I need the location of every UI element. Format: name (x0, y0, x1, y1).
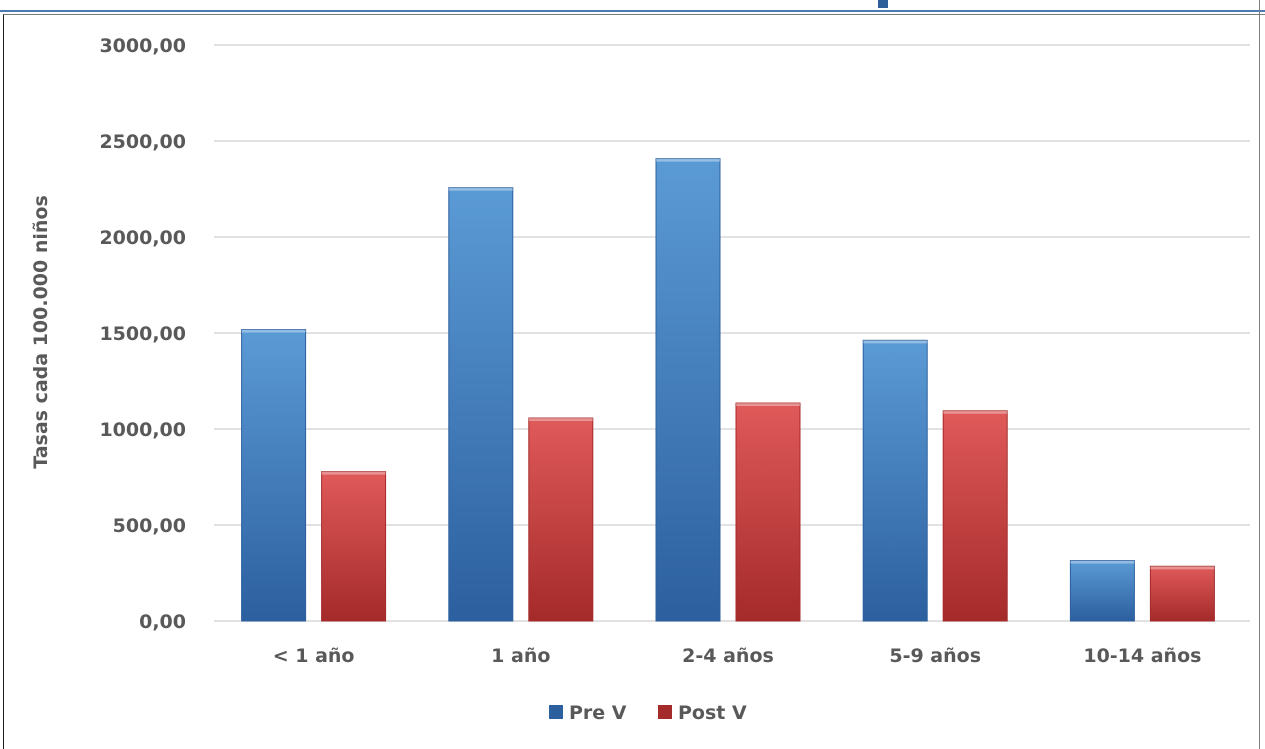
chart-right-border (1259, 0, 1265, 749)
top-bar-tab (878, 0, 888, 8)
x-category-label: 1 año (491, 645, 550, 667)
bar-top-highlight (1070, 560, 1135, 564)
bar-pre-v (1069, 560, 1135, 622)
y-tick-labels: 0,00 500,00 1000,00 1500,00 2000,00 2500,00 30… (99, 35, 186, 633)
x-category-label: 2-4 años (682, 645, 774, 667)
bar-top-highlight (656, 158, 720, 162)
bar-top-highlight (448, 187, 513, 191)
bar-post-v (1149, 565, 1215, 622)
bar-pre-v (241, 329, 307, 622)
bars (241, 158, 1215, 622)
bar-top-highlight (241, 329, 306, 333)
legend: Pre V Post V (549, 702, 747, 724)
x-category-label: < 1 año (273, 645, 355, 667)
bar-post-v (735, 402, 801, 622)
y-axis-label: Tasas cada 100.000 niños (30, 195, 52, 469)
bar-top-highlight (528, 418, 593, 422)
y-tick-label: 2500,00 (99, 131, 186, 153)
bar-pre-v (862, 339, 928, 622)
x-category-label: 10-14 años (1083, 645, 1201, 667)
gridlines (214, 44, 1250, 622)
y-tick-label: 500,00 (113, 515, 186, 537)
bar-top-highlight (943, 410, 1008, 414)
bar-pre-v (448, 187, 514, 622)
legend-swatch-post-v (658, 705, 672, 719)
legend-label-pre-v: Pre V (569, 702, 627, 724)
y-tick-label: 1000,00 (99, 419, 186, 441)
bar-top-highlight (736, 403, 800, 407)
x-category-labels: < 1 año 1 año 2-4 años 5-9 años 10-14 años (273, 645, 1202, 667)
bar-top-highlight (1150, 566, 1215, 570)
x-category-label: 5-9 años (889, 645, 981, 667)
y-tick-label: 3000,00 (99, 35, 186, 57)
bar-pre-v (655, 158, 721, 622)
bar-top-highlight (321, 471, 386, 475)
legend-label-post-v: Post V (678, 702, 747, 724)
legend-swatch-pre-v (549, 705, 563, 719)
bar-post-v (528, 417, 594, 622)
bar-post-v (321, 471, 387, 622)
chart-area (3, 14, 1265, 749)
y-tick-label: 2000,00 (99, 227, 186, 249)
bar-post-v (942, 410, 1008, 622)
y-tick-label: 1500,00 (99, 323, 186, 345)
y-tick-label: 0,00 (139, 611, 186, 633)
top-border-bar (0, 0, 1265, 12)
bar-top-highlight (863, 340, 928, 344)
